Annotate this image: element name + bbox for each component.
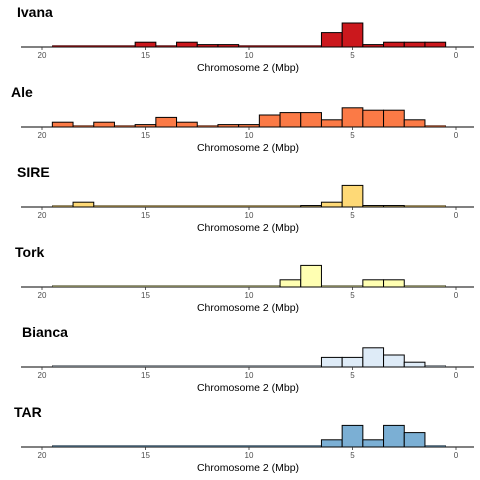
histogram-bar xyxy=(72,201,95,208)
x-tick-label: 5 xyxy=(350,211,355,220)
x-tick-label: 0 xyxy=(454,131,459,140)
histogram-bar xyxy=(383,109,405,128)
histogram-plot: 20 15 10 5 0 Chromosome 2 (Mbp) xyxy=(21,184,474,234)
histogram-bar xyxy=(93,121,115,128)
x-tick-label: 20 xyxy=(38,291,47,300)
histogram-bar xyxy=(320,201,343,208)
histogram-bar xyxy=(362,279,385,288)
histogram-plot: 20 15 10 5 0 Chromosome 2 (Mbp) xyxy=(21,347,474,394)
x-tick-label: 10 xyxy=(245,371,254,380)
x-tick-label: 5 xyxy=(350,51,355,60)
panel-ale: Ale 20 15 10 5 0 Chromosome 2 (Mbp) xyxy=(0,80,480,160)
histogram-bar xyxy=(341,184,364,208)
x-tick-label: 5 xyxy=(350,451,355,460)
histogram-bar xyxy=(320,32,343,48)
x-tick-label: 20 xyxy=(38,451,47,460)
histogram-bar xyxy=(403,361,426,368)
panel-tork: Tork 20 15 10 5 0 Chromosome 2 (Mbp) xyxy=(0,240,480,320)
x-tick-label: 0 xyxy=(454,451,459,460)
x-tick-label: 15 xyxy=(141,451,150,460)
histogram-bar xyxy=(362,109,385,128)
histogram-bar xyxy=(300,264,322,288)
histogram-bar xyxy=(279,112,302,128)
x-axis-title: Chromosome 2 (Mbp) xyxy=(197,462,299,474)
panel-title: Bianca xyxy=(22,324,68,340)
histogram-bar xyxy=(383,279,405,288)
histogram-plot: 20 15 10 5 0 Chromosome 2 (Mbp) xyxy=(21,264,474,314)
x-axis-title: Chromosome 2 (Mbp) xyxy=(197,142,299,154)
x-tick-label: 10 xyxy=(245,451,254,460)
x-axis-title: Chromosome 2 (Mbp) xyxy=(197,302,299,314)
histogram-bar xyxy=(403,41,426,48)
histogram-bar xyxy=(134,41,157,48)
histogram-bar xyxy=(320,356,343,368)
panel-title: Tork xyxy=(15,244,45,260)
panel-title: SIRE xyxy=(17,164,50,180)
x-axis-title: Chromosome 2 (Mbp) xyxy=(197,382,299,394)
x-axis-title: Chromosome 2 (Mbp) xyxy=(197,62,299,74)
panel-sire: SIRE 20 15 10 5 0 Chromosome 2 (Mbp) xyxy=(0,160,480,240)
histogram-bar xyxy=(155,116,178,128)
x-tick-label: 10 xyxy=(245,131,254,140)
histogram-bar xyxy=(362,347,385,368)
x-tick-label: 10 xyxy=(245,291,254,300)
histogram-bar xyxy=(424,41,447,48)
histogram-plot: 20 15 10 5 0 Chromosome 2 (Mbp) xyxy=(21,22,474,74)
histogram-bar xyxy=(383,41,405,48)
x-tick-label: 5 xyxy=(350,291,355,300)
histogram-bar xyxy=(403,119,426,128)
histogram-bar xyxy=(279,279,302,288)
histogram-bar xyxy=(258,114,281,128)
histogram-plot: 20 15 10 5 0 Chromosome 2 (Mbp) xyxy=(21,424,474,474)
histogram-bar xyxy=(383,424,405,448)
x-tick-label: 20 xyxy=(38,371,47,380)
panel-title: TAR xyxy=(14,404,42,420)
histogram-bar xyxy=(362,439,385,448)
histogram-bar xyxy=(403,432,426,448)
histogram-bar xyxy=(176,41,198,48)
x-tick-label: 0 xyxy=(454,291,459,300)
histogram-bar xyxy=(341,107,364,128)
x-tick-label: 20 xyxy=(38,211,47,220)
x-tick-label: 5 xyxy=(350,371,355,380)
x-tick-label: 15 xyxy=(141,51,150,60)
histogram-bar xyxy=(300,112,322,128)
histogram-bar xyxy=(320,119,343,128)
x-tick-label: 20 xyxy=(38,51,47,60)
histogram-bar xyxy=(341,22,364,48)
histogram-bar xyxy=(176,121,198,128)
histogram-bar xyxy=(341,356,364,368)
x-tick-label: 15 xyxy=(141,131,150,140)
panel-tar: TAR 20 15 10 5 0 Chromosome 2 (Mbp) xyxy=(0,400,480,480)
panel-title: Ale xyxy=(11,84,33,100)
x-tick-label: 15 xyxy=(141,211,150,220)
x-tick-label: 15 xyxy=(141,371,150,380)
x-axis-title: Chromosome 2 (Mbp) xyxy=(197,222,299,234)
x-tick-label: 5 xyxy=(350,131,355,140)
x-tick-label: 0 xyxy=(454,51,459,60)
x-tick-label: 15 xyxy=(141,291,150,300)
histogram-bar xyxy=(341,424,364,448)
histogram-bar xyxy=(383,354,405,368)
x-tick-label: 20 xyxy=(38,131,47,140)
x-tick-label: 10 xyxy=(245,51,254,60)
panel-ivana: Ivana 20 15 10 5 0 Chromosome 2 (Mbp) xyxy=(0,0,480,80)
x-tick-label: 0 xyxy=(454,371,459,380)
panel-bianca: Bianca 20 15 10 5 0 Chromosome 2 (Mbp) xyxy=(0,320,480,400)
x-tick-label: 0 xyxy=(454,211,459,220)
histogram-plot: 20 15 10 5 0 Chromosome 2 (Mbp) xyxy=(21,107,474,154)
histogram-bar xyxy=(320,439,343,448)
panel-title: Ivana xyxy=(17,4,53,20)
x-tick-label: 10 xyxy=(245,211,254,220)
histogram-bar xyxy=(51,121,74,128)
